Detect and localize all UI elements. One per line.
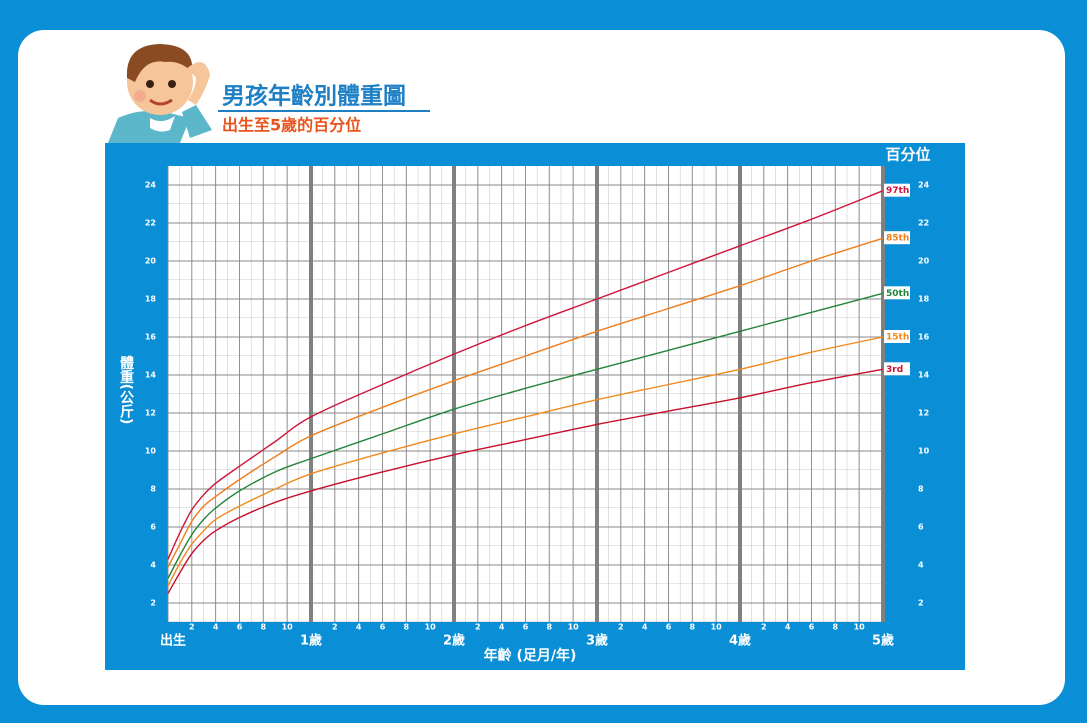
y-tick-label-right: 4: [918, 561, 924, 570]
y-tick-label-right: 22: [918, 219, 929, 228]
x-tick-label: 8: [404, 623, 410, 632]
y-tick-label: 16: [145, 333, 157, 342]
legend-label: 3rd: [886, 365, 903, 375]
y-tick-label: 12: [145, 409, 156, 418]
x-axis-title: 年齡 (足月/年): [484, 647, 577, 664]
legend-label-bg: [884, 362, 910, 376]
legend-label: 85th: [886, 234, 909, 244]
legend-label-bg: [884, 231, 910, 245]
chart-title: 男孩年齡別體重圖: [222, 83, 406, 110]
x-tick-label: 2: [475, 623, 481, 632]
x-tick-label: 6: [523, 623, 529, 632]
x-tick-label: 6: [237, 623, 243, 632]
y-axis-title: 體重(公斤): [118, 355, 134, 424]
y-tick-label-right: 6: [918, 523, 924, 532]
legend-label-bg: [884, 286, 910, 300]
legend-label: 50th: [886, 289, 909, 299]
chart-subtitle: 出生至5歲的百分位: [222, 116, 361, 135]
y-tick-label-right: 24: [918, 181, 930, 190]
x-tick-label: 6: [666, 623, 672, 632]
y-tick-label: 14: [145, 371, 157, 380]
y-tick-label: 4: [150, 561, 156, 570]
x-tick-label: 6: [809, 623, 815, 632]
x-tick-label: 2: [332, 623, 338, 632]
legend-label: 15th: [886, 333, 909, 343]
y-tick-label: 6: [150, 523, 156, 532]
percentile-line: [167, 336, 884, 587]
x-tick-label: 2: [618, 623, 624, 632]
x-tick-label: 10: [568, 623, 580, 632]
percentile-line: [167, 368, 884, 594]
x-tick-label: 4: [642, 623, 648, 632]
percentile-line: [167, 292, 884, 579]
percentile-line: [167, 237, 884, 568]
y-tick-label: 20: [145, 257, 157, 266]
legend-label-bg: [884, 330, 910, 343]
y-tick-label: 22: [145, 219, 156, 228]
y-tick-label-right: 12: [918, 409, 929, 418]
legend-title: 百分位: [885, 146, 930, 164]
x-tick-label: 8: [690, 623, 696, 632]
y-tick-label-right: 20: [918, 257, 930, 266]
x-tick-label: 3歲: [586, 633, 608, 649]
legend-label: 97th: [886, 186, 909, 196]
y-tick-label: 8: [150, 485, 156, 494]
x-tick-label: 5歲: [872, 633, 894, 649]
y-tick-label: 10: [145, 447, 157, 456]
legend-label-bg: [884, 183, 910, 197]
y-tick-label: 24: [145, 181, 157, 190]
x-tick-label: 8: [547, 623, 553, 632]
y-tick-label-right: 2: [918, 599, 924, 608]
y-tick-label-right: 8: [918, 485, 924, 494]
x-tick-label: 4: [785, 623, 791, 632]
y-tick-label-right: 16: [918, 333, 930, 342]
x-tick-label: 2歲: [443, 633, 465, 649]
percentile-line: [167, 190, 884, 560]
y-tick-label-right: 18: [918, 295, 930, 304]
x-tick-label: 4歲: [729, 633, 751, 649]
x-tick-label: 10: [854, 623, 866, 632]
x-tick-label: 1歲: [300, 633, 322, 649]
x-tick-label: 10: [282, 623, 294, 632]
x-tick-label: 4: [356, 623, 362, 632]
x-tick-label: 10: [425, 623, 437, 632]
y-tick-label-right: 10: [918, 447, 930, 456]
y-tick-label-right: 14: [918, 371, 930, 380]
x-tick-label: 8: [833, 623, 839, 632]
x-tick-label: 4: [213, 623, 219, 632]
x-tick-label: 4: [499, 623, 505, 632]
x-tick-label: 6: [380, 623, 386, 632]
x-tick-label: 出生: [160, 633, 186, 649]
x-tick-label: 2: [761, 623, 767, 632]
x-tick-label: 8: [261, 623, 267, 632]
y-tick-label: 2: [150, 599, 156, 608]
y-tick-label: 18: [145, 295, 157, 304]
x-tick-label: 10: [711, 623, 723, 632]
x-tick-label: 2: [189, 623, 195, 632]
boy-illustration: [108, 44, 212, 143]
